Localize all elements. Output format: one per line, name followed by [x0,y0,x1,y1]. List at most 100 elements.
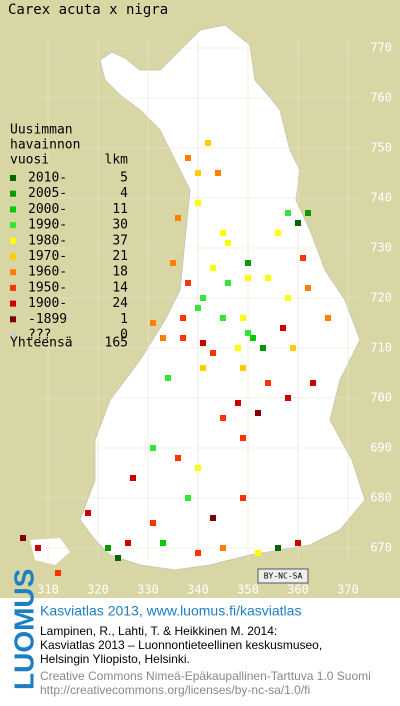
occurrence [170,260,176,266]
legend-swatch [10,222,16,229]
occurrence [255,410,261,416]
occurrence [115,555,121,561]
occurrence [205,140,211,146]
occurrence [180,335,186,341]
occurrence [160,335,166,341]
occurrence [305,210,311,216]
y-tick-label: 730 [370,241,392,255]
occurrence [200,340,206,346]
x-tick-label: 370 [337,583,359,597]
occurrence [180,315,186,321]
legend-header: vuosi [10,153,49,168]
occurrence [305,285,311,291]
occurrence [200,365,206,371]
legend-swatch [10,316,16,323]
occurrence [185,495,191,501]
y-tick-label: 700 [370,391,392,405]
occurrence [125,540,131,546]
legend-swatch [10,269,16,276]
occurrence [240,495,246,501]
legend-total-label: Yhteensä [10,336,73,351]
occurrence [150,320,156,326]
occurrence [185,280,191,286]
legend-swatch [10,332,16,338]
occurrence [255,550,261,556]
aland-islands [30,538,70,565]
occurrence [220,415,226,421]
occurrence [275,230,281,236]
legend-label: 2000- [28,202,67,217]
legend-label: 1960- [28,265,67,280]
occurrence [195,170,201,176]
legend-label: 1950- [28,280,67,295]
occurrence [285,295,291,301]
brand: LUOMUS [8,569,39,690]
y-tick-label: 720 [370,291,392,305]
y-tick-label: 670 [370,541,392,555]
legend-swatch [10,300,16,307]
legend-header: havainnon [10,138,80,153]
occurrence [175,215,181,221]
legend-swatch [10,284,16,291]
legend-label: 2005- [28,186,67,201]
y-tick-label: 750 [370,141,392,155]
legend-label: 1990- [28,218,67,233]
occurrence [265,380,271,386]
legend-count-header: lkm [105,153,129,168]
x-tick-label: 340 [187,583,209,597]
occurrence [295,540,301,546]
citation-line: Helsingin Yliopisto, Helsinki. [40,652,190,666]
y-tick-label: 760 [370,91,392,105]
legend-label: -1899 [28,312,67,327]
occurrence [85,510,91,516]
legend-swatch [10,237,16,244]
legend-count: 0 [120,328,128,343]
legend-count: 21 [112,249,128,264]
occurrence [20,535,26,541]
occurrence [260,345,266,351]
occurrence [240,365,246,371]
occurrence [265,275,271,281]
legend-count: 11 [112,202,128,217]
x-tick-label: 360 [287,583,309,597]
legend-swatch [10,206,16,213]
occurrence [220,315,226,321]
license-badge [257,568,309,584]
legend-swatch [10,175,16,181]
x-tick-label: 330 [137,583,159,597]
occurrence [300,255,306,261]
y-tick-label: 690 [370,441,392,455]
occurrence [200,295,206,301]
legend-label: 1970- [28,249,67,264]
finland-outline [79,24,366,571]
y-tick-label: 680 [370,491,392,505]
legend-label: 1900- [28,296,67,311]
occurrence [225,240,231,246]
occurrence [55,570,61,576]
legend-header: Uusimman [10,123,73,138]
citation-line: Kasviatlas 2013 – Luonnontieteellinen ke… [40,638,322,652]
legend-count: 4 [120,186,128,201]
occurrence [325,315,331,321]
legend-count: 24 [112,296,128,311]
occurrence [210,515,216,521]
occurrence [245,260,251,266]
occurrence [185,155,191,161]
occurrence [195,200,201,206]
occurrence [195,305,201,311]
legend-swatch [10,190,16,197]
y-tick-label: 740 [370,191,392,205]
footer-link[interactable]: Kasviatlas 2013, www.luomus.fi/kasviatla… [40,603,301,619]
x-tick-label: 320 [87,583,109,597]
occurrence [195,465,201,471]
occurrence [235,345,241,351]
legend-count: 1 [120,312,128,327]
license-line: Creative Commons Nimeä-Epäkaupallinen-Ta… [40,669,371,683]
legend-total: 165 [105,336,128,351]
x-tick-label: 350 [237,583,259,597]
y-tick-label: 710 [370,341,392,355]
legend-count: 14 [112,280,128,295]
occurrence [210,350,216,356]
occurrence [235,400,241,406]
title: Carex acuta x nigra [8,2,168,18]
